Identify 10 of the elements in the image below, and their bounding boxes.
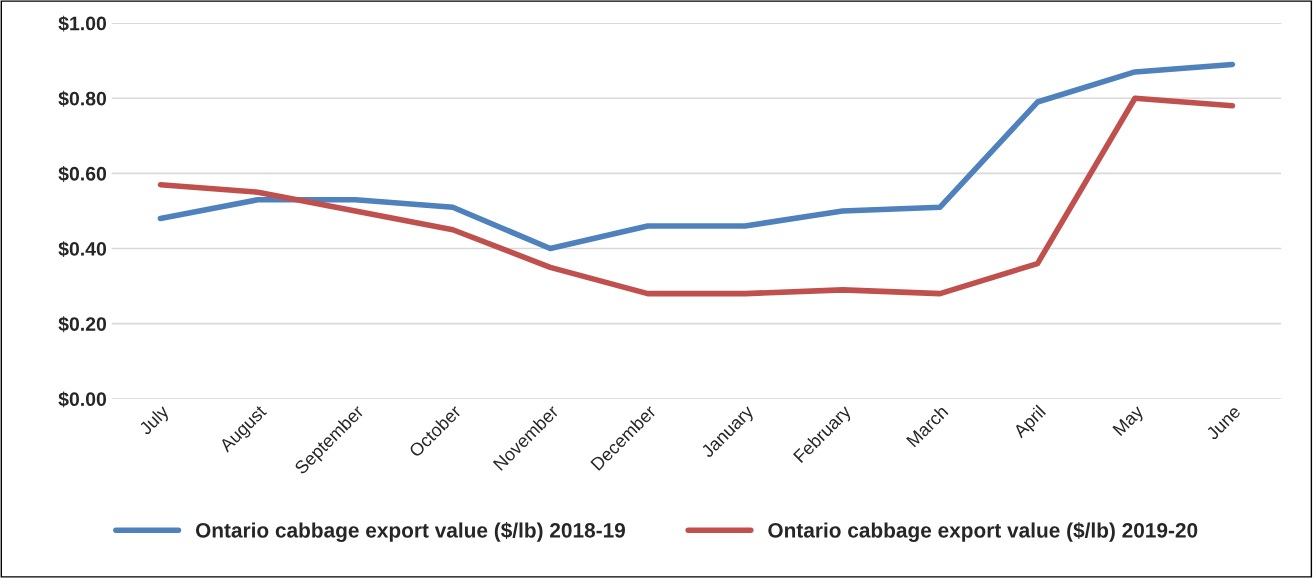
y-tick-label: $0.20 xyxy=(58,316,107,333)
x-tick-label: July xyxy=(137,403,173,439)
y-tick-label: $0.40 xyxy=(58,241,107,258)
legend-label: Ontario cabbage export value ($/lb) 2018-19 xyxy=(195,522,626,542)
y-tick-label: $0.60 xyxy=(58,166,107,182)
y-tick-label: $0.00 xyxy=(58,391,107,408)
y-tick-label: $1.00 xyxy=(58,15,107,32)
legend-label: Ontario cabbage export value ($/lb) 2019-20 xyxy=(768,522,1198,542)
x-tick-label: May xyxy=(1112,404,1147,439)
y-tick-label: $0.80 xyxy=(58,90,107,107)
